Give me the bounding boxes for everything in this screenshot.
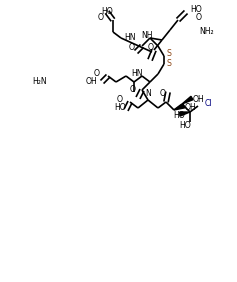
Text: O: O xyxy=(94,69,100,78)
Text: H₂N: H₂N xyxy=(32,78,47,87)
Text: O: O xyxy=(160,89,166,98)
Text: N: N xyxy=(145,89,151,98)
Text: Cl: Cl xyxy=(205,100,213,109)
Text: HO: HO xyxy=(101,6,113,16)
Text: OH: OH xyxy=(193,96,205,105)
Text: OH: OH xyxy=(85,78,97,87)
Text: O: O xyxy=(117,96,123,105)
Text: O: O xyxy=(98,14,104,23)
Text: HN: HN xyxy=(124,32,136,41)
Text: HO: HO xyxy=(114,103,126,113)
Text: O: O xyxy=(196,12,202,21)
Text: HO: HO xyxy=(179,122,191,131)
Text: O: O xyxy=(148,43,154,52)
Polygon shape xyxy=(182,96,193,104)
Text: S: S xyxy=(167,60,172,69)
Text: S: S xyxy=(167,50,172,58)
Polygon shape xyxy=(174,104,185,110)
Text: HN: HN xyxy=(132,69,143,78)
Text: HO: HO xyxy=(173,111,185,120)
Text: NH: NH xyxy=(141,32,153,41)
Text: OH: OH xyxy=(185,102,197,111)
Polygon shape xyxy=(180,112,190,116)
Text: HO: HO xyxy=(190,6,202,14)
Text: O: O xyxy=(129,43,135,52)
Text: NH₂: NH₂ xyxy=(199,28,214,36)
Text: O: O xyxy=(130,85,136,94)
